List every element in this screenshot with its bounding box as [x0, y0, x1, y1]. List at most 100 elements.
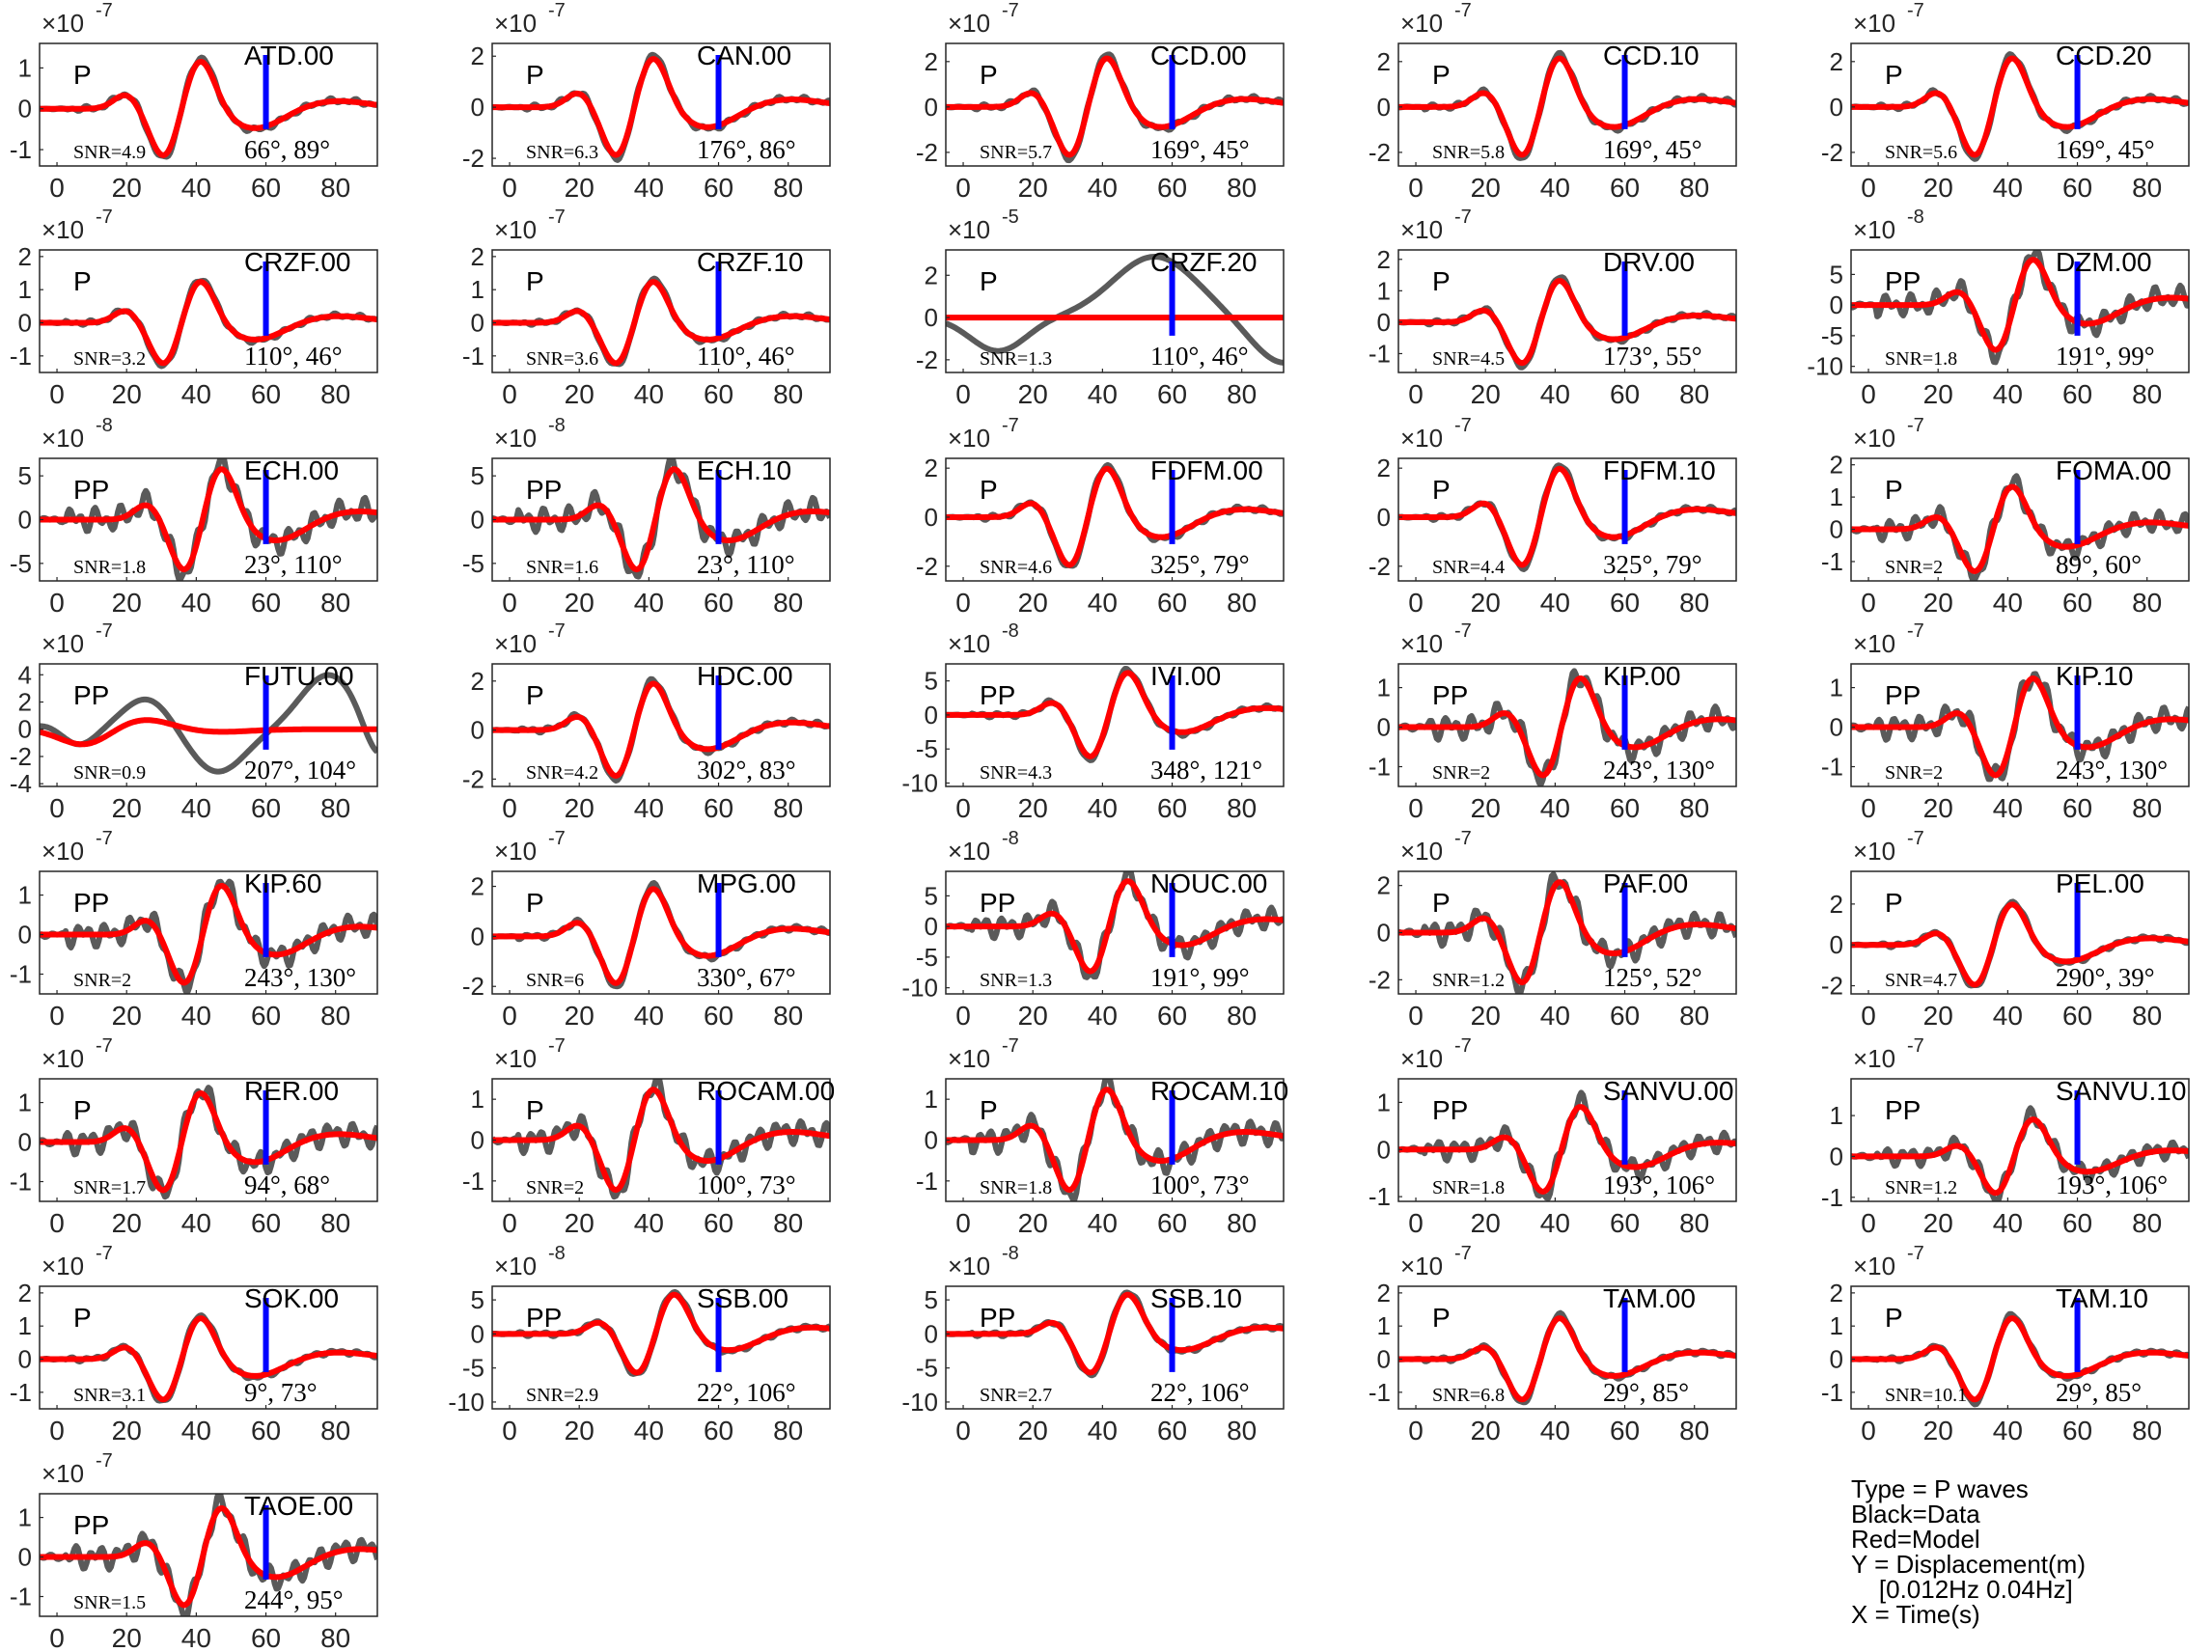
angles-label: 29°, 85° — [2056, 1378, 2142, 1407]
x-tick-label: 40 — [1088, 173, 1118, 203]
y-tick-label: -5 — [916, 734, 938, 763]
y-tick-label: -10 — [1807, 352, 1843, 381]
y-tick-label: -2 — [916, 138, 938, 167]
axes-box — [945, 42, 1285, 167]
axes-box — [1850, 663, 2190, 787]
y-tick-label: 0 — [1830, 1142, 1843, 1170]
x-tick-label: 20 — [1018, 379, 1048, 409]
panel-rer-00: 0 20 40 60 80 -1 0 1 ×10 -7 P RER.00 SNR=1.7 94°, 68° — [10, 1035, 378, 1238]
exponent-label: ×10 — [1400, 629, 1443, 658]
station-label: SSB.10 — [1150, 1283, 1242, 1313]
model-trace — [40, 883, 377, 986]
x-tick-label: 0 — [49, 1623, 65, 1652]
y-tick-label: 1 — [18, 275, 32, 304]
station-label: CCD.00 — [1150, 41, 1247, 70]
exponent-label: ×10 — [948, 837, 990, 866]
y-tick-label: 0 — [471, 93, 484, 122]
axes-box — [1850, 1078, 2190, 1202]
y-tick-label: -5 — [10, 549, 32, 578]
phase-label: PP — [1432, 1095, 1468, 1125]
x-tick-label: 40 — [634, 588, 664, 618]
x-tick-label: 80 — [2132, 173, 2162, 203]
x-tick-label: 20 — [1471, 588, 1501, 618]
y-tick-label: 0 — [18, 506, 32, 535]
panel-ssb-00: 0 20 40 60 80 -10 -5 0 5 ×10 -8 PP SSB.00 SNR=2.9 22°,… — [448, 1243, 831, 1446]
x-tick-label: 40 — [634, 1208, 664, 1238]
station-label: SANVU.00 — [1603, 1076, 1733, 1106]
y-tick-label: 2 — [1377, 245, 1391, 274]
x-tick-label: 60 — [251, 793, 281, 823]
model-trace — [1398, 1104, 1736, 1195]
x-tick-label: 60 — [251, 379, 281, 409]
y-tick-label: 2 — [1830, 890, 1843, 919]
panel-ccd-00: 0 20 40 60 80 -2 0 2 ×10 -7 P CCD.00 SNR=5.7 169°, 45… — [916, 0, 1285, 203]
x-tick-label: 20 — [1923, 1208, 1953, 1238]
station-label: KIP.00 — [1603, 661, 1680, 691]
y-tick-label: 0 — [1377, 919, 1391, 948]
x-tick-label: 0 — [502, 173, 517, 203]
y-tick-label: 0 — [18, 309, 32, 338]
snr-label: SNR=4.6 — [980, 557, 1052, 578]
x-tick-label: 40 — [1088, 793, 1118, 823]
panel-kip-10: 0 20 40 60 80 -1 0 1 ×10 -7 PP KIP.10 SNR=2 243°, 130… — [1821, 620, 2190, 823]
y-tick-label: 1 — [18, 1503, 32, 1532]
exponent-power: -8 — [548, 1243, 566, 1264]
x-tick-label: 40 — [1993, 379, 2023, 409]
y-tick-label: -2 — [462, 972, 484, 1001]
exponent-label: ×10 — [1853, 1044, 1895, 1073]
snr-label: SNR=3.2 — [73, 348, 146, 370]
panel-ccd-20: 0 20 40 60 80 -2 0 2 ×10 -7 P CCD.20 SNR=5.6 169°, 45… — [1821, 0, 2190, 203]
y-tick-label: 2 — [1377, 1279, 1391, 1308]
y-tick-label: 1 — [1830, 1311, 1843, 1340]
exponent-label: ×10 — [948, 424, 990, 453]
axes-box — [491, 663, 831, 787]
station-label: KIP.10 — [2056, 661, 2133, 691]
y-tick-label: -1 — [462, 342, 484, 371]
y-tick-label: -2 — [1821, 972, 1843, 1001]
exponent-label: ×10 — [41, 1044, 84, 1073]
exponent-label: ×10 — [494, 629, 537, 658]
model-trace — [492, 466, 830, 573]
x-tick-label: 20 — [1018, 1001, 1048, 1031]
x-tick-label: 0 — [1408, 588, 1424, 618]
y-tick-label: 2 — [18, 242, 32, 271]
angles-label: 125°, 52° — [1603, 963, 1702, 992]
x-tick-label: 60 — [2062, 1001, 2092, 1031]
angles-label: 110°, 46° — [244, 342, 343, 371]
x-tick-label: 20 — [112, 1208, 142, 1238]
y-tick-label: 5 — [18, 461, 32, 490]
y-tick-label: 0 — [471, 1126, 484, 1155]
axes-box — [39, 1493, 378, 1617]
snr-label: SNR=4.3 — [980, 762, 1052, 784]
exponent-label: ×10 — [494, 1252, 537, 1280]
y-tick-label: -1 — [1821, 1183, 1843, 1212]
exponent-power: -7 — [1907, 1035, 1924, 1057]
x-tick-label: 0 — [502, 1208, 517, 1238]
legend-y: Y = Displacement(m) — [1851, 1550, 2086, 1579]
y-tick-label: 2 — [18, 688, 32, 717]
y-tick-label: -1 — [10, 1583, 32, 1611]
y-tick-label: 0 — [471, 309, 484, 338]
snr-label: SNR=6.8 — [1432, 1385, 1505, 1406]
x-tick-label: 80 — [1227, 1416, 1257, 1446]
exponent-label: ×10 — [1400, 215, 1443, 244]
exponent-power: -7 — [96, 206, 113, 228]
angles-label: 191°, 99° — [1150, 963, 1250, 992]
x-tick-label: 0 — [1408, 1001, 1424, 1031]
x-tick-label: 60 — [251, 588, 281, 618]
x-tick-label: 80 — [773, 793, 803, 823]
data-trace — [40, 672, 377, 775]
y-tick-label: 2 — [1830, 1279, 1843, 1308]
x-tick-label: 40 — [1993, 1416, 2023, 1446]
angles-label: 302°, 83° — [697, 756, 796, 785]
y-tick-label: -1 — [1369, 1378, 1391, 1407]
station-label: SANVU.10 — [2056, 1076, 2186, 1106]
y-tick-label: 1 — [1830, 674, 1843, 702]
model-trace — [1851, 1315, 2189, 1403]
phase-label: P — [1885, 60, 1903, 90]
x-tick-label: 80 — [2132, 1208, 2162, 1238]
phase-label: P — [73, 266, 92, 296]
y-tick-label: 0 — [925, 701, 938, 730]
